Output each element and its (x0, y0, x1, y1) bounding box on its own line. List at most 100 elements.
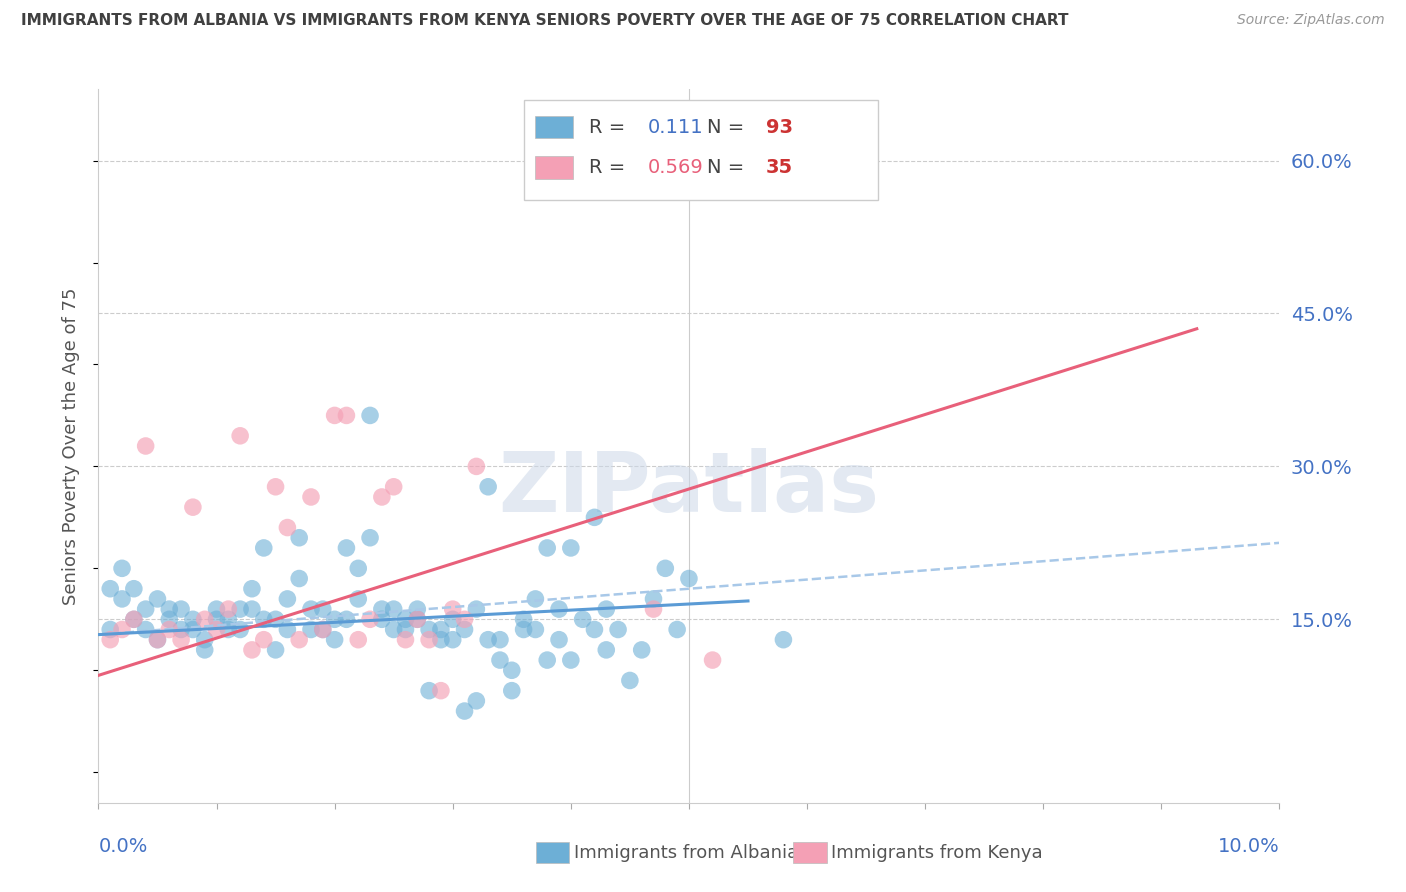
Point (678, 572, 700, 586)
Point (359, 409, 381, 423)
Point (157, 623, 180, 637)
Point (264, 643, 287, 657)
Point (335, 409, 357, 423)
Point (323, 612, 346, 626)
Point (299, 623, 322, 637)
Text: 10.0%: 10.0% (1218, 837, 1279, 855)
Point (536, 653, 558, 667)
Point (135, 602, 157, 616)
Point (465, 694, 488, 708)
Point (205, 602, 228, 616)
Point (122, 612, 145, 626)
Point (194, 612, 217, 626)
Point (441, 602, 464, 616)
Point (359, 531, 381, 545)
Point (430, 623, 453, 637)
Point (240, 582, 263, 596)
Text: 0.569: 0.569 (648, 158, 703, 178)
Point (181, 612, 204, 626)
Point (441, 612, 464, 626)
Point (512, 612, 534, 626)
Point (253, 632, 276, 647)
Point (418, 632, 440, 647)
Point (465, 602, 488, 616)
Point (583, 623, 606, 637)
Point (205, 623, 228, 637)
Point (654, 561, 676, 575)
Text: R =: R = (589, 118, 631, 136)
Point (240, 602, 263, 616)
Point (181, 623, 204, 637)
Point (643, 591, 665, 606)
Point (382, 623, 405, 637)
Point (146, 591, 169, 606)
Text: 35: 35 (766, 158, 793, 178)
Point (501, 683, 523, 698)
Point (122, 612, 145, 626)
Point (146, 632, 169, 647)
FancyBboxPatch shape (536, 156, 574, 179)
Text: ZIPatlas: ZIPatlas (499, 449, 879, 529)
Point (312, 602, 335, 616)
Point (205, 612, 228, 626)
Point (347, 561, 370, 575)
Point (347, 632, 370, 647)
Point (312, 623, 335, 637)
Point (157, 612, 180, 626)
Point (371, 602, 394, 616)
Text: Immigrants from Kenya: Immigrants from Kenya (831, 844, 1043, 862)
FancyBboxPatch shape (523, 100, 877, 200)
Point (217, 612, 239, 626)
Point (441, 632, 464, 647)
Point (489, 632, 512, 647)
Point (489, 653, 512, 667)
Point (453, 612, 475, 626)
Point (181, 500, 204, 515)
Text: N =: N = (707, 118, 751, 136)
Text: 93: 93 (766, 118, 793, 136)
Text: IMMIGRANTS FROM ALBANIA VS IMMIGRANTS FROM KENYA SENIORS POVERTY OVER THE AGE OF: IMMIGRANTS FROM ALBANIA VS IMMIGRANTS FR… (21, 13, 1069, 29)
Point (643, 602, 665, 616)
Point (619, 673, 641, 688)
Point (170, 632, 193, 647)
Point (276, 591, 298, 606)
Point (666, 623, 689, 637)
Point (122, 582, 145, 596)
Point (796, 133, 818, 147)
Point (359, 612, 381, 626)
Point (512, 623, 534, 637)
Point (229, 429, 252, 443)
Point (194, 632, 217, 647)
Point (229, 623, 252, 637)
Point (524, 623, 547, 637)
Point (299, 490, 322, 504)
Text: N =: N = (707, 158, 751, 178)
Point (560, 653, 582, 667)
Point (264, 612, 287, 626)
Point (583, 510, 606, 524)
Point (146, 632, 169, 647)
Point (288, 531, 311, 545)
Point (240, 643, 263, 657)
Text: 0.0%: 0.0% (98, 837, 148, 855)
Y-axis label: Seniors Poverty Over the Age of 75: Seniors Poverty Over the Age of 75 (62, 287, 80, 605)
Point (418, 623, 440, 637)
Point (595, 643, 617, 657)
Point (453, 704, 475, 718)
Point (170, 623, 193, 637)
Text: R =: R = (589, 158, 631, 178)
Point (157, 602, 180, 616)
Point (98, 623, 121, 637)
Point (477, 480, 499, 494)
Point (607, 623, 630, 637)
Text: Source: ZipAtlas.com: Source: ZipAtlas.com (1237, 13, 1385, 28)
Point (371, 490, 394, 504)
Point (288, 632, 311, 647)
Point (772, 632, 794, 647)
Point (595, 602, 617, 616)
Point (406, 612, 429, 626)
Text: Immigrants from Albania: Immigrants from Albania (574, 844, 797, 862)
Point (135, 623, 157, 637)
Point (288, 572, 311, 586)
Point (217, 623, 239, 637)
